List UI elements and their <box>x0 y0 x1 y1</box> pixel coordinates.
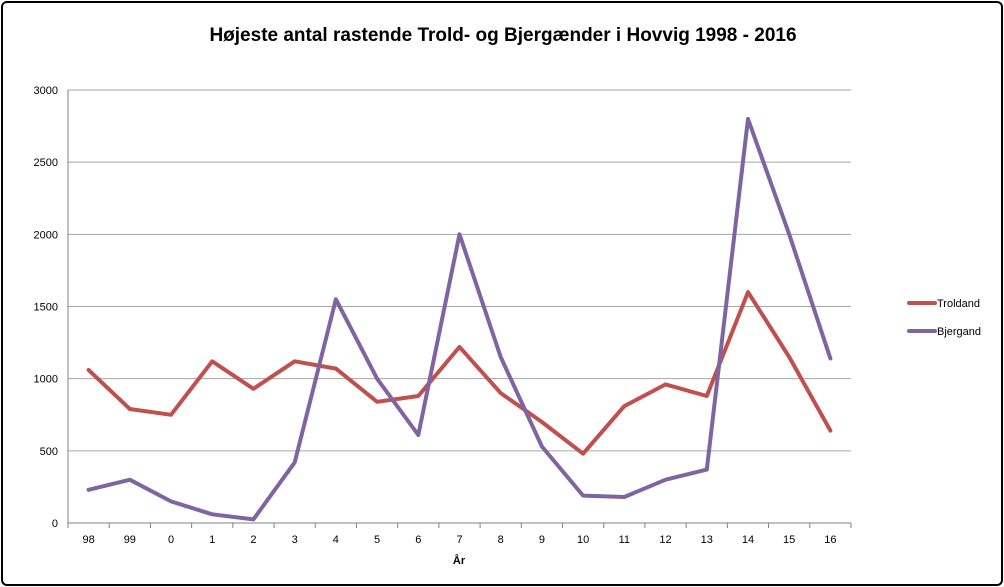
x-tick-label: 15 <box>783 534 795 546</box>
y-tick-label: 500 <box>40 446 58 458</box>
x-tick-label: 99 <box>124 534 136 546</box>
x-tick-label: 0 <box>168 534 174 546</box>
x-tick-label: 4 <box>333 534 339 546</box>
series-lines <box>86 116 833 522</box>
series-line-bjergand <box>86 116 833 522</box>
x-tick-label: 13 <box>701 534 713 546</box>
series-line-troldand <box>86 290 833 456</box>
x-tick-label: 16 <box>824 534 836 546</box>
x-tick-labels: 98 99 0 1 2 3 4 5 6 7 8 9 10 11 12 13 14 15 16 <box>82 534 836 546</box>
x-tick-label: 11 <box>619 534 630 546</box>
x-tick-label: 9 <box>539 534 545 546</box>
x-tick-label: 12 <box>659 534 671 546</box>
y-tick-labels: 0 500 1000 1500 2000 2500 3000 <box>34 85 58 530</box>
x-tick-label: 14 <box>742 534 754 546</box>
chart-title: Højeste antal rastende Trold- og Bjergæn… <box>209 25 796 46</box>
axes <box>67 90 852 528</box>
x-tick-label: 1 <box>209 534 215 546</box>
x-tick-label: 7 <box>456 534 462 546</box>
x-tick-label: 3 <box>292 534 298 546</box>
line-chart: Højeste antal rastende Trold- og Bjergæn… <box>34 25 982 567</box>
y-tick-label: 2500 <box>34 157 58 169</box>
x-axis-title: År <box>453 554 466 567</box>
x-tick-label: 2 <box>250 534 256 546</box>
legend-label: Troldand <box>937 298 980 310</box>
x-tick-label: 8 <box>498 534 504 546</box>
y-tick-label: 1000 <box>34 374 58 386</box>
x-tick-label: 10 <box>577 534 589 546</box>
y-tick-label: 1500 <box>34 302 58 314</box>
y-tick-label: 2000 <box>34 229 58 241</box>
x-tick-label: 6 <box>415 534 421 546</box>
legend: Troldand Bjergand <box>907 298 981 338</box>
x-tick-label: 5 <box>374 534 380 546</box>
y-tick-label: 0 <box>52 518 58 530</box>
legend-label: Bjergand <box>937 326 981 338</box>
y-tick-label: 3000 <box>34 85 58 97</box>
x-tick-label: 98 <box>82 534 94 546</box>
